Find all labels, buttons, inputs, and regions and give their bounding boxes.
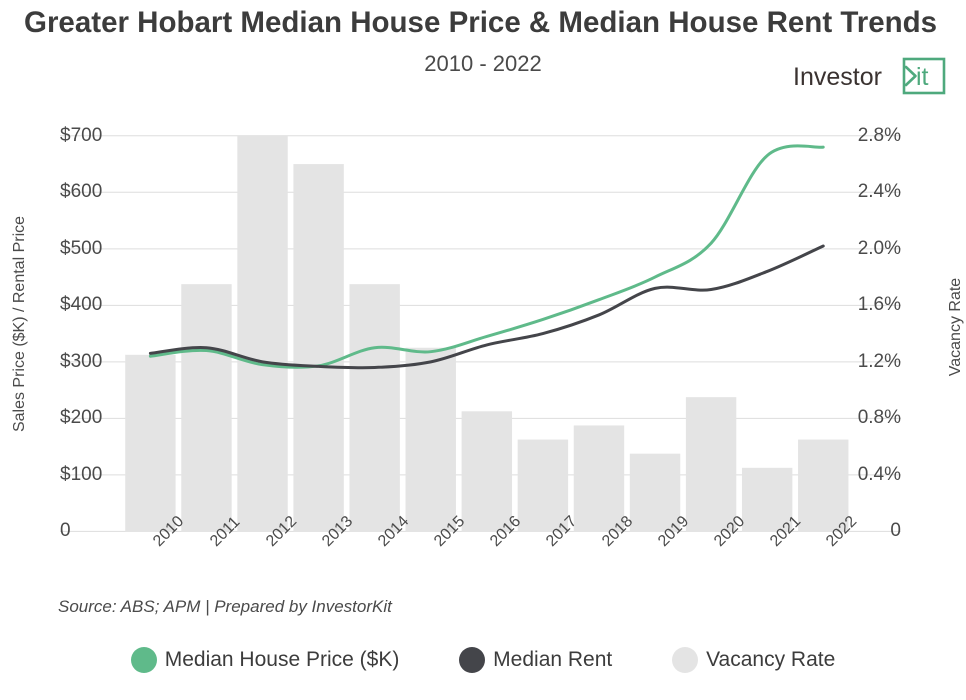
svg-text:Investor: Investor (793, 63, 882, 91)
svg-text:it: it (916, 63, 929, 91)
